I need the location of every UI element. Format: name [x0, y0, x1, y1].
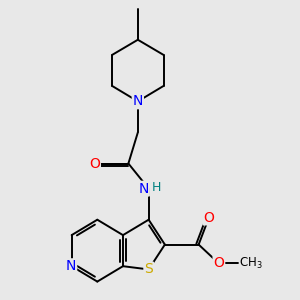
Text: CH$_3$: CH$_3$: [239, 256, 263, 271]
Text: N: N: [133, 94, 143, 108]
Text: O: O: [203, 211, 214, 225]
Text: O: O: [89, 157, 100, 170]
Text: H: H: [152, 181, 161, 194]
Text: O: O: [214, 256, 224, 271]
Text: N: N: [66, 259, 76, 273]
Text: S: S: [144, 262, 153, 276]
Text: N: N: [139, 182, 149, 196]
